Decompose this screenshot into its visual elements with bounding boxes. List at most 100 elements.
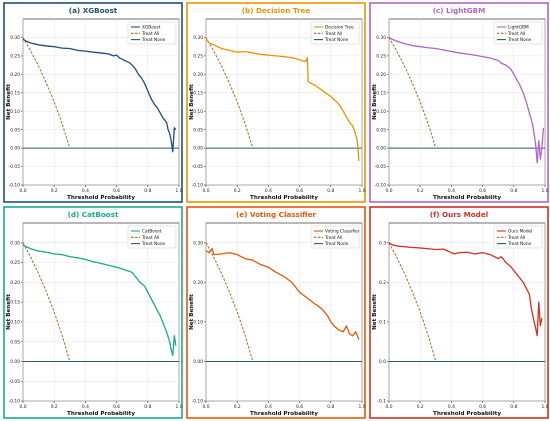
y-axis-label: Net Benefit	[372, 294, 378, 330]
panel-title: (b) Decision Tree	[242, 6, 311, 15]
legend-label: Treat None	[507, 37, 532, 43]
x-tick-label: 0.4	[82, 404, 89, 410]
x-axis-label: Threshold Probability	[250, 195, 318, 201]
x-tick-label: 0.4	[265, 404, 272, 410]
y-tick-label: 0.05	[193, 127, 203, 133]
x-tick-label: 0.8	[510, 404, 517, 410]
y-tick-label: 0.25	[10, 260, 20, 266]
x-tick-label: 0.2	[51, 188, 58, 194]
x-tick-label: 0.2	[417, 188, 424, 194]
x-tick-label: 0.4	[265, 188, 272, 194]
legend-label: Treat All	[324, 31, 342, 37]
panel-title: (f) Ours Model	[430, 210, 488, 219]
x-axis-label: Threshold Probability	[433, 411, 501, 417]
x-tick-label: 0.6	[296, 188, 303, 194]
y-tick-label: -0.05	[9, 164, 21, 170]
x-axis-label: Threshold Probability	[67, 195, 135, 201]
x-tick-label: 0.0	[386, 404, 393, 410]
legend-label: Treat All	[324, 235, 342, 241]
y-tick-label: 0.15	[376, 90, 386, 96]
y-tick-label: 0.20	[193, 280, 203, 286]
x-tick-label: 0.6	[479, 188, 486, 194]
x-tick-label: 0.0	[20, 188, 27, 194]
y-tick-label: -0.10	[375, 183, 387, 189]
legend-label: CatBoost	[142, 229, 162, 235]
plot-area	[388, 18, 546, 186]
x-tick-label: 0.4	[82, 188, 89, 194]
y-axis-label: Net Benefit	[6, 294, 12, 330]
x-tick-label: 0.6	[113, 188, 120, 194]
panel-title: (e) Voting Classifier	[236, 210, 317, 219]
panel-title: (a) XGBoost	[69, 6, 118, 15]
treat-all-curve	[22, 242, 71, 362]
y-tick-label: -0.10	[9, 183, 21, 189]
y-axis-label: Net Benefit	[189, 84, 195, 120]
x-tick-label: 1.0	[542, 404, 549, 410]
x-tick-label: 0.8	[327, 188, 334, 194]
y-tick-label: 0.25	[10, 53, 20, 59]
y-tick-label: 0.25	[193, 53, 203, 59]
legend-label: Decision Tree	[325, 25, 354, 31]
x-tick-label: 0.8	[327, 404, 334, 410]
y-tick-label: 0.10	[193, 109, 203, 115]
legend-label: Treat None	[324, 241, 349, 247]
y-tick-label: 0.30	[193, 240, 203, 246]
y-tick-label: -0.05	[9, 379, 21, 385]
y-tick-label: 0.30	[10, 35, 20, 41]
legend-label: Treat All	[141, 235, 159, 241]
y-tick-label: 0.00	[193, 359, 203, 365]
legend-label: Treat All	[507, 31, 525, 37]
x-tick-label: 0.8	[144, 188, 151, 194]
y-tick-label: -0.10	[192, 399, 204, 405]
x-tick-label: 0.0	[203, 188, 210, 194]
y-tick-label: 0.10	[193, 319, 203, 325]
panel-2: (b) Decision Tree -0.10 -0.05 0.00 0.05 0.10 0…	[186, 2, 366, 203]
y-tick-label: 0.1	[379, 319, 386, 325]
y-tick-label: 0.10	[376, 109, 386, 115]
x-tick-label: 0.8	[510, 188, 517, 194]
y-axis-label: Net Benefit	[189, 294, 195, 330]
y-tick-label: 0.10	[10, 319, 20, 325]
x-tick-label: 0.4	[448, 404, 455, 410]
y-tick-label: 0.05	[376, 127, 386, 133]
y-tick-label: 0.05	[10, 339, 20, 345]
y-tick-label: -0.10	[9, 399, 21, 405]
y-tick-label: 0.20	[193, 72, 203, 78]
legend-label: Treat All	[141, 31, 159, 37]
legend-label: Treat None	[507, 241, 532, 247]
y-tick-label: 0.00	[376, 146, 386, 152]
y-tick-label: 0.30	[193, 35, 203, 41]
y-tick-label: -0.05	[375, 164, 387, 170]
x-axis-label: Threshold Probability	[433, 195, 501, 201]
panel-6: (f) Ours Model-0.10.00.10.20.30.0 0.2 0.4 0…	[369, 206, 549, 419]
y-tick-label: 0.15	[10, 300, 20, 306]
y-tick-label: 0.05	[10, 127, 20, 133]
treat-all-curve	[388, 242, 437, 362]
y-tick-label: 0.15	[10, 90, 20, 96]
plot-area	[22, 222, 180, 402]
y-axis-label: Net Benefit	[372, 84, 378, 120]
x-tick-label: 0.0	[20, 404, 27, 410]
panel-5: (e) Voting Classifier -0.10 0.00 0.10 0.20 0.…	[186, 206, 366, 419]
y-tick-label: 0.20	[376, 72, 386, 78]
y-tick-label: 0.30	[10, 240, 20, 246]
y-tick-label: -0.10	[192, 183, 204, 189]
x-tick-label: 1.0	[542, 188, 549, 194]
x-tick-label: 0.8	[144, 404, 151, 410]
y-tick-label: 0.00	[193, 146, 203, 152]
y-tick-label: 0.30	[376, 35, 386, 41]
model-curve	[22, 38, 177, 153]
legend-label: Treat None	[324, 37, 349, 43]
y-axis-label: Net Benefit	[6, 84, 12, 120]
y-tick-label: -0.1	[377, 399, 386, 405]
y-tick-label: 0.20	[10, 280, 20, 286]
plot-area	[388, 222, 546, 402]
x-tick-label: 0.2	[234, 188, 241, 194]
x-tick-label: 0.6	[296, 404, 303, 410]
model-curve	[388, 242, 543, 337]
y-tick-label: 0.00	[10, 359, 20, 365]
y-tick-label: 0.3	[379, 240, 386, 246]
y-tick-label: 0.25	[376, 53, 386, 59]
panel-1: (a) XGBoost -0.10 -0.05 0.00 0.05 0.10 0.15 0.2…	[3, 2, 183, 203]
x-tick-label: 1.0	[176, 188, 183, 194]
